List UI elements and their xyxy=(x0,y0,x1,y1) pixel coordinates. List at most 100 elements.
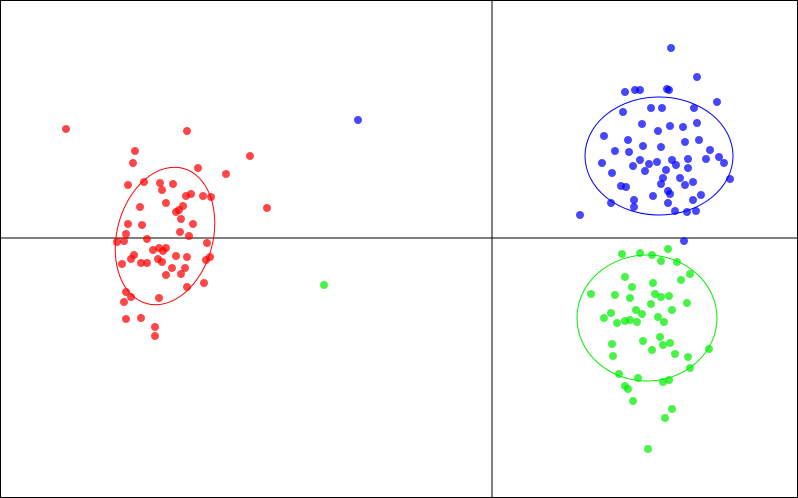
data-point xyxy=(657,293,665,301)
data-point xyxy=(692,207,700,215)
data-point xyxy=(172,252,180,260)
data-point xyxy=(176,228,184,236)
data-point xyxy=(137,314,145,322)
data-point xyxy=(162,199,170,207)
data-point xyxy=(632,306,640,314)
data-point xyxy=(680,237,688,245)
data-point xyxy=(611,147,619,155)
data-point xyxy=(120,237,128,245)
data-point xyxy=(199,192,207,200)
data-point xyxy=(681,181,689,189)
data-point xyxy=(175,206,183,214)
data-point xyxy=(668,405,676,413)
data-point xyxy=(263,204,271,212)
data-point xyxy=(638,120,646,128)
data-point xyxy=(639,142,647,150)
data-point xyxy=(158,258,166,266)
data-point xyxy=(683,299,691,307)
data-point xyxy=(613,319,621,327)
data-point xyxy=(638,310,646,318)
data-point xyxy=(656,333,664,341)
data-point xyxy=(194,164,202,172)
data-point xyxy=(609,352,617,360)
data-point xyxy=(654,127,662,135)
data-point xyxy=(702,155,710,163)
data-point xyxy=(671,350,679,358)
data-point xyxy=(600,314,608,322)
data-point xyxy=(169,180,177,188)
data-point xyxy=(608,340,616,348)
data-point xyxy=(127,293,135,301)
data-point xyxy=(657,180,665,188)
data-point xyxy=(677,276,685,284)
data-point xyxy=(666,122,674,130)
data-point xyxy=(162,244,170,252)
data-point xyxy=(628,283,636,291)
data-point xyxy=(661,414,669,422)
data-point xyxy=(690,104,698,112)
data-point xyxy=(177,270,185,278)
data-point xyxy=(629,162,637,170)
data-point xyxy=(124,220,132,228)
data-point xyxy=(624,136,632,144)
data-point xyxy=(667,44,675,52)
data-point xyxy=(122,230,130,238)
data-point xyxy=(645,160,653,168)
data-point xyxy=(222,170,230,178)
data-point xyxy=(715,153,723,161)
data-point xyxy=(659,341,667,349)
data-point xyxy=(62,125,70,133)
data-point xyxy=(630,203,638,211)
data-point xyxy=(693,73,701,81)
data-point xyxy=(658,104,666,112)
data-point xyxy=(200,279,208,287)
data-point xyxy=(684,164,692,172)
data-point xyxy=(587,290,595,298)
data-point xyxy=(649,192,657,200)
confidence-ellipse xyxy=(584,96,734,216)
data-point xyxy=(665,376,673,384)
data-point xyxy=(681,138,689,146)
data-point xyxy=(672,161,680,169)
data-point xyxy=(684,155,692,163)
data-point xyxy=(626,316,634,324)
data-point xyxy=(695,136,703,144)
data-point xyxy=(657,143,665,151)
data-point xyxy=(598,159,606,167)
data-point xyxy=(626,294,634,302)
data-point xyxy=(185,232,193,240)
data-point xyxy=(666,339,674,347)
data-point xyxy=(697,191,705,199)
data-point xyxy=(720,159,728,167)
data-point xyxy=(654,313,662,321)
data-point xyxy=(693,119,701,127)
data-point xyxy=(143,259,151,267)
data-point xyxy=(653,158,661,166)
data-point xyxy=(155,294,163,302)
data-point xyxy=(636,86,644,94)
data-point xyxy=(576,211,584,219)
confidence-ellipse xyxy=(114,166,216,306)
data-point xyxy=(183,283,191,291)
data-point xyxy=(665,86,673,94)
data-point xyxy=(644,445,652,453)
data-point xyxy=(668,306,676,314)
data-point xyxy=(600,132,608,140)
data-point xyxy=(615,370,623,378)
data-point xyxy=(636,156,644,164)
data-point xyxy=(136,203,144,211)
data-point xyxy=(665,292,673,300)
data-point xyxy=(151,323,159,331)
data-point xyxy=(684,353,692,361)
data-point xyxy=(143,235,151,243)
data-point xyxy=(689,178,697,186)
data-point xyxy=(619,108,627,116)
data-point xyxy=(676,174,684,182)
data-point xyxy=(122,288,130,296)
data-point xyxy=(651,290,659,298)
data-point xyxy=(622,183,630,191)
data-point xyxy=(647,104,655,112)
data-point xyxy=(156,179,164,187)
